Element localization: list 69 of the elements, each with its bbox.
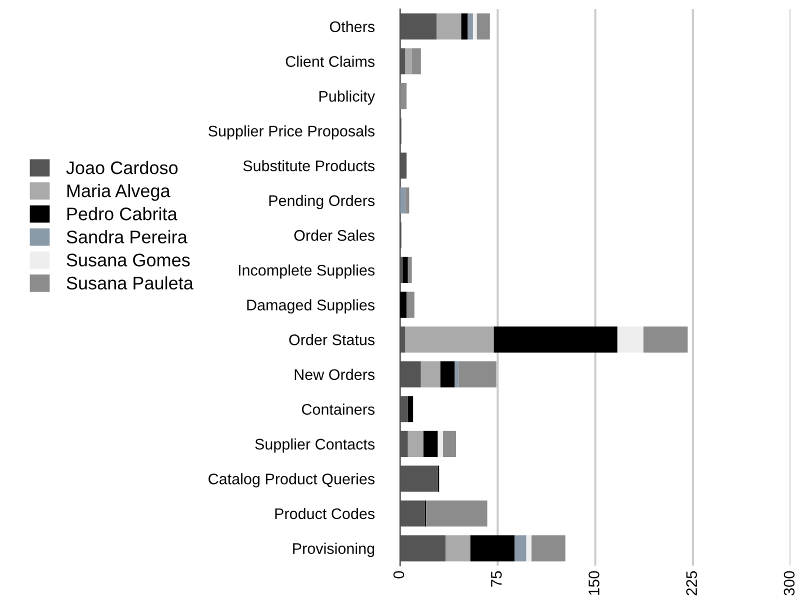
y-tick-label: Others bbox=[330, 20, 375, 32]
bar bbox=[412, 48, 421, 74]
bar bbox=[406, 292, 414, 318]
y-tick-label: Product Codes bbox=[275, 508, 375, 520]
bar bbox=[408, 256, 412, 284]
bar bbox=[643, 326, 688, 353]
bar bbox=[446, 535, 470, 562]
bar bbox=[440, 361, 455, 388]
y-tick-label: Publicity bbox=[319, 90, 376, 105]
bar bbox=[400, 152, 407, 179]
bar bbox=[476, 13, 490, 40]
y-tick-label: Provisioning bbox=[293, 542, 374, 557]
bar bbox=[400, 430, 408, 457]
y-tick-label: Supplier Price Proposals bbox=[208, 125, 375, 140]
x-tick-label: 225 bbox=[686, 571, 698, 596]
y-tick-label: New Orders bbox=[294, 368, 375, 380]
bar bbox=[458, 361, 496, 388]
bar bbox=[617, 326, 644, 353]
bar bbox=[400, 361, 421, 388]
bar bbox=[454, 361, 459, 388]
bar bbox=[426, 500, 488, 527]
x-tick-label: 0 bbox=[393, 571, 404, 578]
legend-label: Pedro Cabrita bbox=[67, 207, 178, 220]
bar bbox=[472, 13, 477, 40]
bar bbox=[494, 326, 618, 353]
y-tick-label: Order Sales bbox=[294, 230, 375, 241]
y-tick-label: Damaged Supplies bbox=[247, 299, 375, 314]
bar bbox=[443, 430, 456, 457]
bar bbox=[400, 83, 407, 110]
bar bbox=[402, 256, 408, 284]
bar bbox=[405, 326, 494, 353]
y-tick-label: Pending Orders bbox=[269, 194, 375, 210]
bar bbox=[408, 396, 414, 422]
bar bbox=[424, 430, 438, 457]
legend-label: Susana Gomes bbox=[66, 254, 190, 266]
bar bbox=[400, 396, 408, 422]
bar bbox=[400, 292, 407, 318]
bar bbox=[400, 13, 437, 40]
bar bbox=[526, 535, 532, 562]
bar bbox=[436, 13, 462, 40]
bar bbox=[405, 48, 412, 74]
legend-label: Joao Cardoso bbox=[66, 160, 178, 174]
y-tick-label: Order Status bbox=[289, 334, 375, 346]
legend-label: Sandra Pereira bbox=[66, 230, 188, 244]
y-tick-label: Substitute Products bbox=[243, 160, 375, 172]
y-tick-label: Client Claims bbox=[286, 56, 375, 67]
bar bbox=[408, 430, 424, 457]
bar bbox=[400, 535, 446, 562]
y-tick-label: Containers bbox=[302, 404, 375, 415]
bar bbox=[532, 535, 566, 562]
bar bbox=[400, 466, 438, 492]
bar bbox=[420, 361, 440, 388]
bar bbox=[470, 535, 515, 562]
x-tick-label: 150 bbox=[588, 571, 600, 595]
x-tick-label: 300 bbox=[784, 571, 795, 596]
bar bbox=[400, 326, 406, 353]
bar bbox=[468, 13, 473, 40]
bar bbox=[514, 535, 526, 562]
y-tick-label: Catalog Product Queries bbox=[208, 473, 375, 488]
legend-label: Susana Pauleta bbox=[66, 276, 194, 290]
y-tick-label: Incomplete Supplies bbox=[238, 264, 375, 279]
y-tick-label: Supplier Contacts bbox=[255, 438, 375, 453]
bar bbox=[400, 48, 406, 74]
legend-label: Maria Alvega bbox=[67, 184, 170, 201]
bar bbox=[400, 187, 406, 214]
x-tick-label: 75 bbox=[491, 571, 502, 587]
bar bbox=[400, 500, 425, 527]
bar bbox=[461, 13, 468, 40]
bar bbox=[438, 430, 444, 457]
